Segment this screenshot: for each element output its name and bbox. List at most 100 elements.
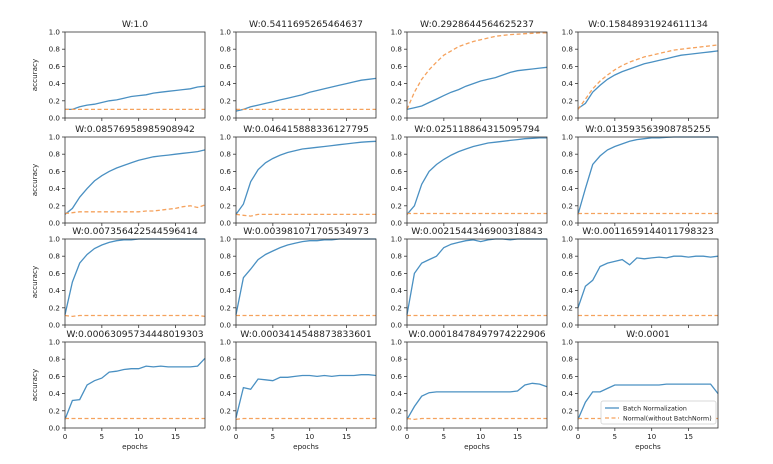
y-tick-label: 0.6 <box>562 167 574 176</box>
batch-norm-line <box>64 149 206 215</box>
subplot-4: W:0.08576958985908942 0.0 0.2 0.4 0.6 0.8 1.0 a… <box>30 124 206 228</box>
x-tick-label: 5 <box>271 432 276 441</box>
y-tick-label: 0.0 <box>391 219 403 228</box>
subplot-title: W:0.02511886431509579​4 <box>414 124 540 135</box>
subplot-0: W:1.0 0.0 0.2 0.4 0.6 0.8 1.0 accuracy <box>30 19 206 123</box>
y-tick-label: 0.8 <box>562 355 574 364</box>
subplot-title: W:0.15848931924611134 <box>588 19 708 30</box>
subplot-title: W:0.00018478497974222906 <box>408 329 545 340</box>
y-tick-label: 0.0 <box>562 321 574 330</box>
y-tick-label: 0.4 <box>562 79 574 88</box>
y-tick-label: 0.2 <box>220 201 231 210</box>
y-tick-label: 1.0 <box>562 28 574 37</box>
y-tick-label: 0.2 <box>562 303 573 312</box>
batch-norm-line <box>64 238 205 315</box>
x-axis-label: epochs <box>464 442 490 451</box>
x-tick-label: 5 <box>100 432 105 441</box>
batch-norm-line <box>235 77 377 112</box>
y-tick-label: 1.0 <box>391 133 403 142</box>
y-tick-label: 1.0 <box>220 133 232 142</box>
y-tick-label: 0.2 <box>562 201 573 210</box>
y-tick-label: 0.2 <box>49 201 60 210</box>
y-tick-label: 1.0 <box>220 28 232 37</box>
normal-line <box>64 204 206 215</box>
y-tick-label: 1.0 <box>562 338 574 347</box>
y-tick-label: 0.6 <box>562 269 574 278</box>
subplot-title: W:0.5411695265464637 <box>249 19 363 30</box>
y-tick-label: 0.2 <box>220 303 231 312</box>
y-tick-label: 0.2 <box>562 406 573 415</box>
y-tick-label: 1.0 <box>220 235 232 244</box>
x-tick-label: 0 <box>63 432 68 441</box>
y-tick-label: 0.2 <box>49 96 60 105</box>
plot-frame <box>406 31 548 119</box>
y-tick-label: 0.0 <box>49 321 61 330</box>
y-tick-label: 0.6 <box>220 62 232 71</box>
y-tick-label: 0.2 <box>391 96 402 105</box>
y-tick-label: 0.8 <box>220 45 232 54</box>
y-tick-label: 0.6 <box>562 62 574 71</box>
batch-norm-line <box>64 357 206 420</box>
y-tick-label: 0.4 <box>562 286 574 295</box>
subplot-13: W:0.0003414548873833601 0.0 0.2 0.4 0.6 0.8 1.… <box>220 329 377 451</box>
y-tick-label: 0.6 <box>391 167 403 176</box>
y-tick-label: 0.6 <box>562 372 574 381</box>
subplot-1: W:0.5411695265464637 0.0 0.2 0.4 0.6 0.8 1.0 <box>220 19 377 123</box>
y-tick-label: 1.0 <box>220 338 232 347</box>
plot-frame <box>577 136 719 224</box>
y-tick-label: 0.6 <box>220 167 232 176</box>
y-tick-label: 0.4 <box>49 286 61 295</box>
y-axis-label: accuracy <box>30 265 39 298</box>
normal-line <box>235 417 376 421</box>
y-tick-label: 0.2 <box>49 303 60 312</box>
batch-norm-line <box>406 238 547 315</box>
subplot-title: W:1.0 <box>122 19 148 30</box>
subplot-title: W:0.0006309573444801930​3 <box>66 329 203 340</box>
y-tick-label: 0.8 <box>391 45 403 54</box>
subplot-7: W:0.013593563908785255 0.0 0.2 0.4 0.6 0.8 1.0 <box>562 124 719 228</box>
y-tick-label: 0.4 <box>391 79 403 88</box>
batch-norm-line <box>577 383 719 420</box>
normal-line <box>406 32 547 110</box>
y-tick-label: 0.4 <box>49 389 61 398</box>
y-tick-label: 0.6 <box>391 62 403 71</box>
y-tick-label: 0.8 <box>391 355 403 364</box>
x-tick-label: 15 <box>513 432 522 441</box>
y-tick-label: 0.4 <box>220 79 232 88</box>
y-tick-label: 1.0 <box>391 235 403 244</box>
plot-frame <box>577 31 719 119</box>
batch-norm-line <box>406 137 547 215</box>
subplot-title: W:0.08576958985908942 <box>75 124 195 135</box>
subplot-3: W:0.15848931924611134 0.0 0.2 0.4 0.6 0.8 1.0 <box>562 19 719 123</box>
y-tick-label: 0.8 <box>562 150 574 159</box>
x-tick-label: 15 <box>684 432 693 441</box>
batch-norm-line <box>406 66 548 111</box>
normal-line <box>235 213 376 217</box>
y-tick-label: 0.0 <box>49 219 61 228</box>
y-tick-label: 0.2 <box>562 96 573 105</box>
y-tick-label: 0.0 <box>49 114 61 123</box>
y-tick-label: 0.8 <box>49 45 61 54</box>
y-tick-label: 0.4 <box>391 389 403 398</box>
subplot-title: W:0.003981071705534973 <box>243 226 369 237</box>
batch-norm-line <box>577 50 719 110</box>
y-tick-label: 1.0 <box>562 133 574 142</box>
batch-norm-line <box>577 136 718 215</box>
y-tick-label: 0.2 <box>391 406 402 415</box>
y-tick-label: 0.4 <box>49 79 61 88</box>
y-tick-label: 0.4 <box>562 389 574 398</box>
y-tick-label: 0.6 <box>49 167 61 176</box>
x-tick-label: 0 <box>405 432 410 441</box>
batch-norm-line <box>235 238 376 315</box>
y-tick-label: 0.2 <box>220 96 231 105</box>
y-tick-label: 0.0 <box>562 219 574 228</box>
y-tick-label: 0.4 <box>49 184 61 193</box>
y-tick-label: 0.2 <box>220 406 231 415</box>
y-tick-label: 0.4 <box>391 286 403 295</box>
plot-frame <box>64 238 206 326</box>
batch-norm-line <box>577 255 719 309</box>
subplot-title: W:0.0021544346900318843 <box>411 226 543 237</box>
y-tick-label: 0.2 <box>391 303 402 312</box>
plot-frame <box>235 341 377 429</box>
